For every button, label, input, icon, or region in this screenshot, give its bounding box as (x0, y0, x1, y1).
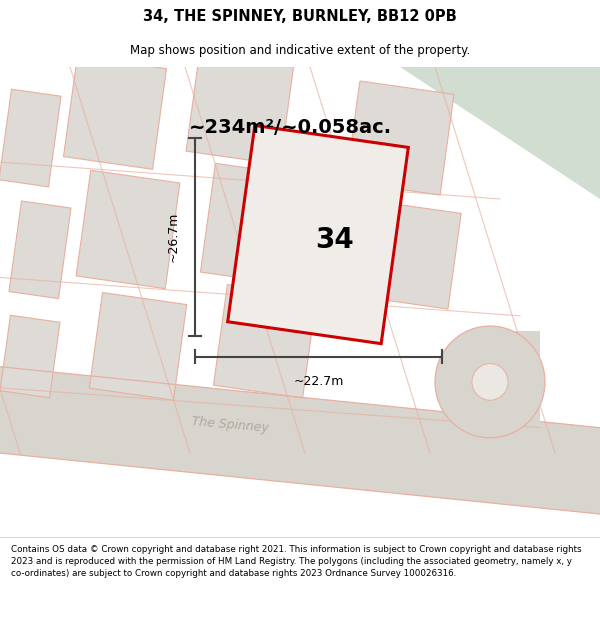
Polygon shape (186, 51, 294, 164)
Polygon shape (0, 89, 61, 187)
Circle shape (472, 364, 508, 400)
Polygon shape (400, 67, 600, 199)
Polygon shape (0, 367, 600, 514)
Polygon shape (89, 292, 187, 400)
Text: ~22.7m: ~22.7m (293, 376, 344, 388)
Text: 34, THE SPINNEY, BURNLEY, BB12 0PB: 34, THE SPINNEY, BURNLEY, BB12 0PB (143, 9, 457, 24)
Polygon shape (227, 126, 409, 344)
Polygon shape (9, 201, 71, 299)
Text: Map shows position and indicative extent of the property.: Map shows position and indicative extent… (130, 44, 470, 57)
Text: ~26.7m: ~26.7m (167, 212, 179, 262)
Text: ~234m²/~0.058ac.: ~234m²/~0.058ac. (188, 118, 392, 138)
Polygon shape (359, 201, 461, 309)
Polygon shape (0, 315, 60, 398)
Polygon shape (214, 284, 317, 398)
Text: The Spinney: The Spinney (191, 415, 269, 434)
Polygon shape (64, 56, 167, 169)
Polygon shape (200, 163, 310, 286)
Polygon shape (346, 81, 454, 195)
Polygon shape (76, 170, 180, 289)
Text: 34: 34 (316, 226, 355, 254)
Text: Contains OS data © Crown copyright and database right 2021. This information is : Contains OS data © Crown copyright and d… (11, 545, 581, 578)
Circle shape (435, 326, 545, 438)
Polygon shape (490, 331, 540, 428)
Polygon shape (430, 67, 600, 128)
